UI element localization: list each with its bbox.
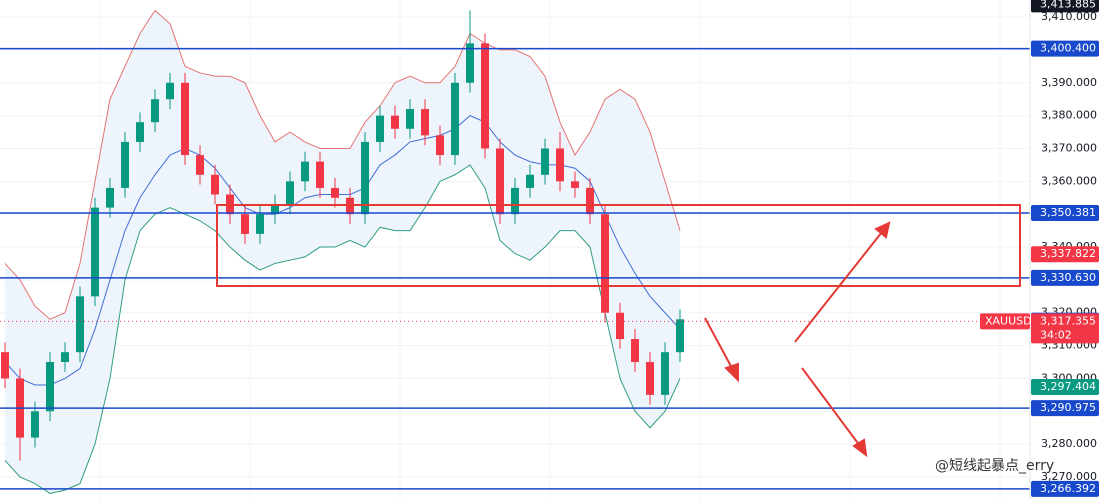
candle-body <box>136 122 144 142</box>
arrow-head <box>874 221 891 239</box>
candle-body <box>406 109 414 129</box>
price-label-bg <box>1031 246 1099 263</box>
candle-body <box>91 207 99 297</box>
level-label: 3,266.392 <box>1040 482 1096 495</box>
candle-body <box>541 148 549 175</box>
y-tick-label: 3,410.000 <box>1041 10 1097 23</box>
candle-body <box>421 109 429 136</box>
candle-body <box>286 181 294 205</box>
arrow-head <box>724 362 739 383</box>
level-label: 3,290.975 <box>1040 401 1096 414</box>
candle-body <box>331 187 339 198</box>
candle-body <box>496 148 504 215</box>
candle-body <box>181 82 189 156</box>
countdown: 34:02 <box>1040 328 1072 341</box>
candle-body <box>556 148 564 182</box>
candle-body <box>316 161 324 188</box>
candle-body <box>31 411 39 438</box>
candle-body <box>151 99 159 123</box>
candle-body <box>376 115 384 142</box>
candle-body <box>361 141 369 215</box>
candle-body <box>61 352 69 363</box>
band-fill <box>5 10 680 494</box>
y-tick-label: 3,360.000 <box>1041 174 1097 187</box>
level-label: 3,350.381 <box>1040 206 1096 219</box>
candle-body <box>631 339 639 363</box>
candle-body <box>436 135 444 156</box>
candle-body <box>46 362 54 412</box>
arrow <box>801 367 861 447</box>
candle-body <box>646 362 654 395</box>
candle-body <box>76 296 84 353</box>
level-label-bg <box>1031 269 1099 286</box>
arrow-head <box>852 438 868 458</box>
level-label: 3,330.630 <box>1040 271 1096 284</box>
candle-body <box>586 187 594 215</box>
candle-body <box>241 214 249 234</box>
candle-body <box>616 312 624 340</box>
candle-body <box>466 43 474 83</box>
price-label-bg <box>1031 0 1099 13</box>
y-tick-label: 3,370.000 <box>1041 141 1097 154</box>
candle-body <box>211 174 219 195</box>
y-tick-label: 3,380.000 <box>1041 109 1097 122</box>
price-label: 3,337.822 <box>1040 247 1096 260</box>
lower-band <box>4 164 681 494</box>
level-label-bg <box>1031 400 1099 417</box>
level-label-bg <box>1031 204 1099 221</box>
candle-body <box>271 204 279 215</box>
candle-body <box>511 187 519 215</box>
candle-body <box>571 181 579 188</box>
axis-labels: 3,270.0003,280.0003,290.0003,300.0003,31… <box>980 0 1099 497</box>
candle-body <box>106 187 114 208</box>
watermark: @短线起暴点_erry <box>935 458 1054 474</box>
y-tick-label: 3,270.000 <box>1041 470 1097 483</box>
y-tick-label: 3,390.000 <box>1041 76 1097 89</box>
level-label: 3,400.400 <box>1040 42 1096 55</box>
candle-body <box>256 214 264 234</box>
level-label-bg <box>1031 40 1099 57</box>
symbol-label-bg <box>980 313 1030 330</box>
candle-body <box>301 161 309 182</box>
y-tick-label: 3,280.000 <box>1041 437 1097 450</box>
candle-body <box>1 352 9 379</box>
candle-body <box>391 115 399 129</box>
candle-body <box>676 319 684 353</box>
arrow <box>794 231 883 343</box>
candle-body <box>166 82 174 100</box>
candle-body <box>481 43 489 149</box>
candle-body <box>526 174 534 188</box>
plot <box>0 9 1030 494</box>
range-box <box>216 204 1021 287</box>
candle-body <box>661 352 669 395</box>
price-label: 3,297.404 <box>1040 380 1096 393</box>
price-label-bg <box>1031 378 1099 395</box>
arrow <box>704 317 734 371</box>
upper-band <box>4 9 681 320</box>
current-price-label: 3,317.355 <box>1040 314 1096 327</box>
candle-body <box>601 214 609 313</box>
candle-body <box>451 82 459 156</box>
middle-band <box>4 115 681 386</box>
current-label-bg <box>1031 313 1099 344</box>
price-label: 3,413.885 <box>1040 0 1096 10</box>
arrows <box>704 221 891 458</box>
candle-body <box>121 141 129 188</box>
symbol-label: XAUUSD <box>985 314 1032 327</box>
level-label-bg <box>1031 480 1099 497</box>
candle-body <box>196 155 204 175</box>
